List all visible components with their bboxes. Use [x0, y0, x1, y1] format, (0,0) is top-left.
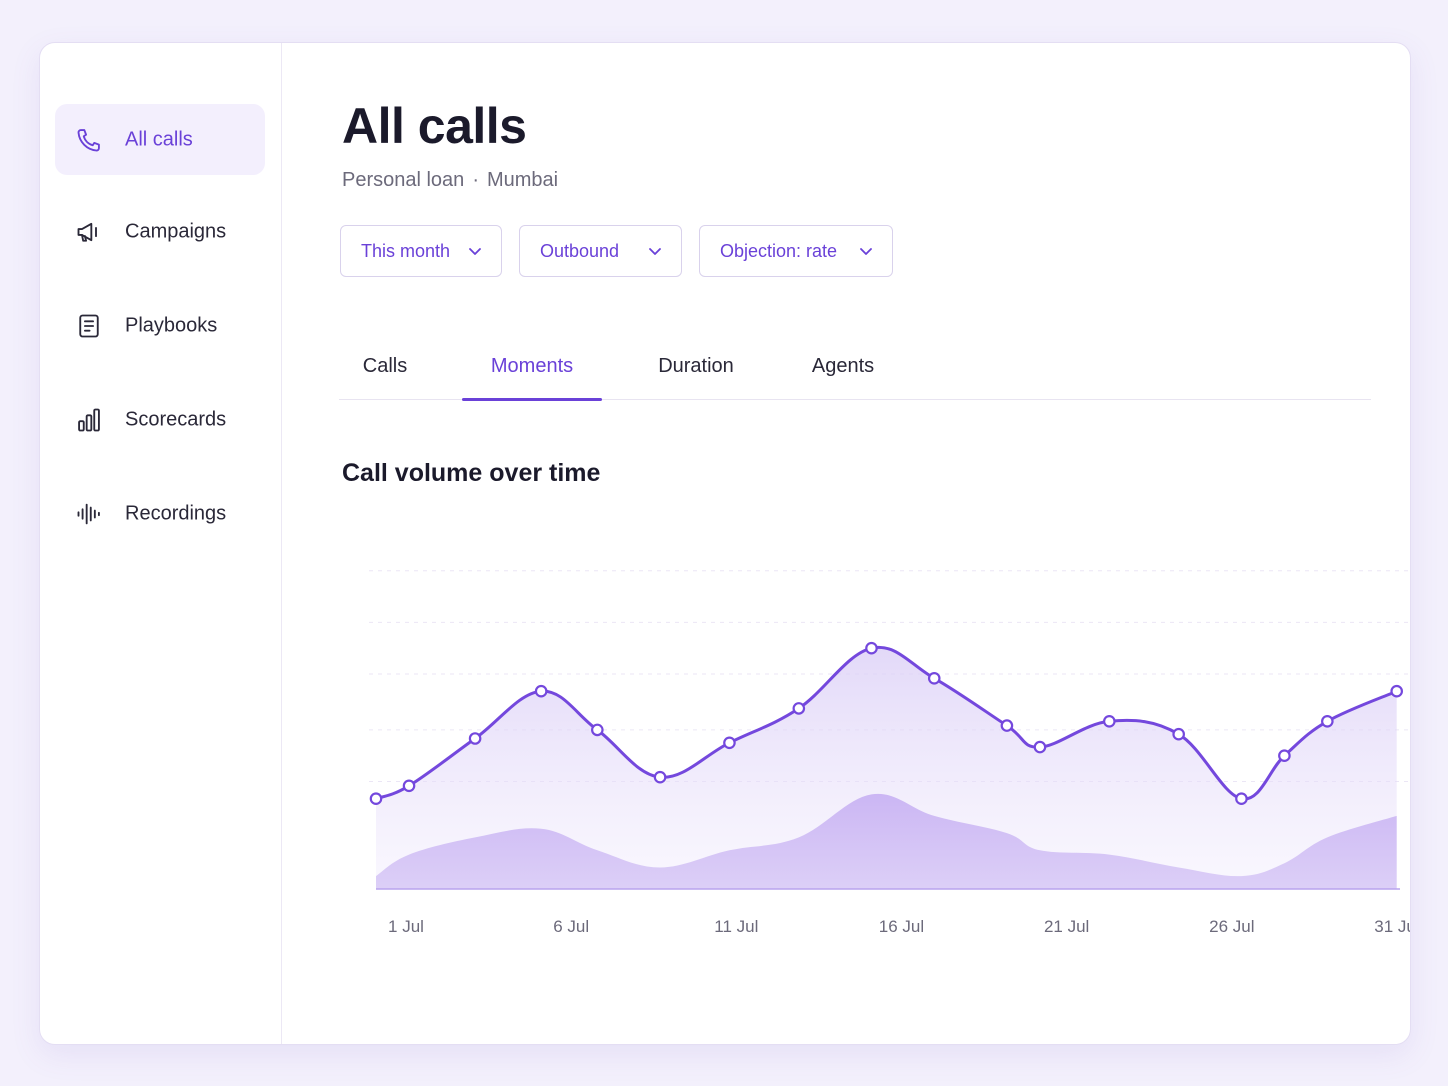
- tab-agents[interactable]: Agents: [811, 354, 875, 377]
- waveform-icon: [75, 500, 103, 528]
- series-1-area: [376, 647, 1397, 889]
- data-point[interactable]: [927, 671, 941, 685]
- sidebar-item-scorecards[interactable]: Scorecards: [55, 384, 265, 455]
- data-point[interactable]: [591, 723, 604, 737]
- chart-title: Call volume over time: [342, 459, 601, 487]
- sidebar-item-label: All calls: [125, 128, 193, 150]
- data-point[interactable]: [1235, 792, 1248, 805]
- data-point[interactable]: [723, 736, 736, 750]
- page-subtitle: Personal loan · Mumbai: [342, 169, 558, 192]
- x-tick-label: 1 Jul: [388, 917, 424, 936]
- x-tick-label: 21 Jul: [1044, 917, 1089, 936]
- chevron-down-icon: [469, 248, 481, 255]
- tab-calls[interactable]: Calls: [362, 354, 408, 377]
- objection-dropdown[interactable]: Objection: rate: [699, 225, 893, 277]
- data-point[interactable]: [653, 770, 667, 784]
- data-point[interactable]: [468, 732, 482, 745]
- data-point[interactable]: [1172, 727, 1185, 741]
- tab-duration[interactable]: Duration: [658, 354, 734, 377]
- megaphone-icon: [75, 218, 103, 246]
- sidebar-item-label: Playbooks: [125, 314, 218, 336]
- bar-chart-icon: [75, 406, 103, 434]
- dropdown-label: This month: [361, 240, 451, 261]
- data-point[interactable]: [1103, 714, 1116, 728]
- sidebar-item-label: Scorecards: [125, 408, 227, 430]
- sidebar-item-label: Recordings: [125, 502, 227, 524]
- document-icon: [75, 312, 103, 340]
- data-point[interactable]: [534, 684, 548, 698]
- data-point[interactable]: [1033, 740, 1047, 754]
- main-content: All calls Personal loan · Mumbai This mont…: [282, 43, 1410, 1044]
- data-point[interactable]: [792, 702, 806, 715]
- series-2-area: [376, 793, 1397, 889]
- x-tick-label: 16 Jul: [879, 917, 924, 936]
- tab-moments[interactable]: Moments: [462, 333, 602, 401]
- subtitle-product: Personal loan: [342, 169, 465, 191]
- subtitle-location: Mumbai: [486, 169, 559, 191]
- data-point[interactable]: [1390, 684, 1403, 698]
- data-point[interactable]: [1278, 749, 1291, 762]
- direction-dropdown[interactable]: Outbound: [519, 225, 682, 277]
- date-range-dropdown[interactable]: This month: [340, 225, 502, 277]
- data-point[interactable]: [1321, 714, 1334, 728]
- data-point[interactable]: [369, 792, 383, 805]
- sidebar: All calls Campaigns Playbooks: [40, 43, 282, 1044]
- tab-bar: Calls Moments Duration Agents: [339, 333, 1371, 401]
- page-title: All calls: [342, 98, 527, 154]
- chevron-down-icon: [649, 248, 661, 255]
- data-point[interactable]: [865, 641, 878, 655]
- data-point[interactable]: [402, 779, 416, 793]
- x-tick-label: 31 Jul: [1374, 917, 1411, 936]
- dropdown-label: Objection: rate: [720, 240, 838, 261]
- subtitle-separator: ·: [472, 169, 479, 191]
- x-tick-label: 6 Jul: [553, 917, 589, 936]
- sidebar-item-all-calls[interactable]: All calls: [55, 104, 265, 175]
- data-point[interactable]: [1000, 719, 1014, 732]
- sidebar-item-playbooks[interactable]: Playbooks: [55, 290, 265, 361]
- app-window: All calls Campaigns Playbooks: [39, 42, 1411, 1045]
- call-volume-chart: 1 Jul 6 Jul 11 Jul 16 Jul 21 Jul 26 Jul 31 Jul: [369, 570, 1411, 936]
- x-tick-label: 11 Jul: [714, 917, 758, 936]
- sidebar-item-label: Campaigns: [125, 220, 227, 242]
- x-tick-label: 26 Jul: [1209, 917, 1254, 936]
- sidebar-item-campaigns[interactable]: Campaigns: [55, 196, 265, 267]
- dropdown-label: Outbound: [540, 240, 620, 261]
- chevron-down-icon: [860, 248, 872, 255]
- sidebar-item-recordings[interactable]: Recordings: [55, 478, 265, 549]
- phone-icon: [75, 126, 103, 154]
